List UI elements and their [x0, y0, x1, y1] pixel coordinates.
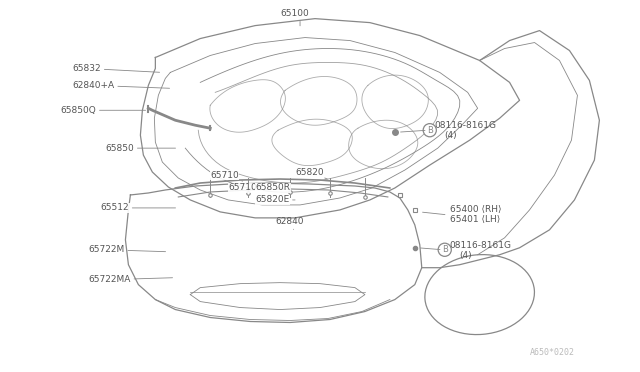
Text: 65512: 65512 — [100, 203, 175, 212]
Text: 65850Q: 65850Q — [61, 106, 145, 115]
Text: (4): (4) — [460, 251, 472, 260]
Text: 65722M: 65722M — [88, 245, 166, 254]
Text: 65100: 65100 — [281, 9, 309, 18]
Text: 65820: 65820 — [295, 167, 328, 179]
Text: B: B — [427, 126, 433, 135]
Text: 65722MA: 65722MA — [88, 275, 173, 284]
Text: 65401 ⟨LH⟩: 65401 ⟨LH⟩ — [450, 215, 500, 224]
Text: 08116-8161G: 08116-8161G — [435, 121, 497, 130]
Text: 62840: 62840 — [276, 217, 304, 227]
Text: 08116-8161G: 08116-8161G — [450, 241, 512, 250]
Text: 65710E: 65710E — [228, 183, 262, 192]
Text: 65710: 65710 — [210, 170, 243, 181]
Text: B: B — [442, 245, 447, 254]
Text: A650*0202: A650*0202 — [529, 348, 575, 357]
Text: 65820E: 65820E — [255, 195, 295, 205]
Text: 65400 ⟨RH⟩: 65400 ⟨RH⟩ — [450, 205, 501, 214]
Text: 65850R: 65850R — [255, 183, 290, 192]
Text: (4): (4) — [445, 131, 458, 140]
Text: 65832: 65832 — [72, 64, 159, 73]
Text: 62840+A: 62840+A — [72, 81, 170, 90]
Text: 65850: 65850 — [106, 144, 175, 153]
